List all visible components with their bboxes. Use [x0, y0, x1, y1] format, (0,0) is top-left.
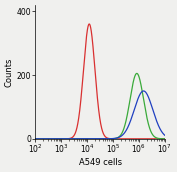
X-axis label: A549 cells: A549 cells: [79, 158, 122, 167]
Y-axis label: Counts: Counts: [5, 57, 14, 87]
